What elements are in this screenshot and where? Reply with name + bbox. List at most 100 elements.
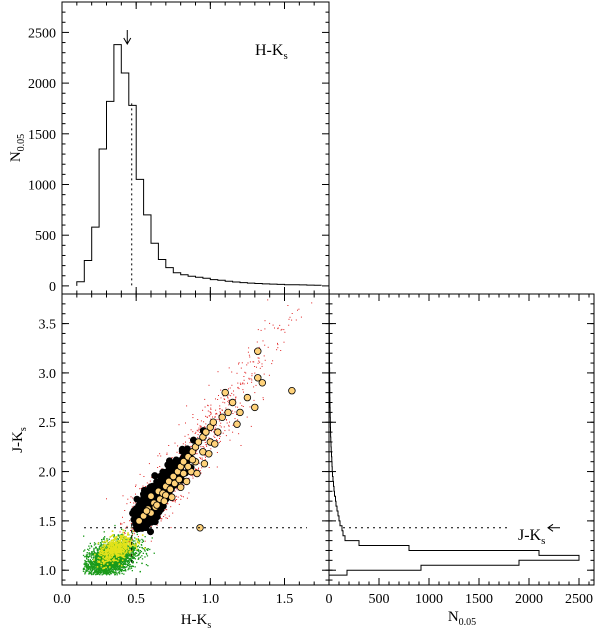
red-point bbox=[277, 347, 279, 349]
dense-point bbox=[102, 562, 105, 565]
red-point bbox=[204, 442, 206, 443]
background-point bbox=[94, 563, 96, 565]
dense-point bbox=[106, 553, 109, 556]
background-point bbox=[125, 563, 127, 566]
background-point bbox=[84, 556, 86, 558]
red-point bbox=[204, 459, 206, 460]
background-point bbox=[105, 547, 107, 550]
background-point bbox=[134, 554, 136, 556]
dense-point bbox=[109, 536, 112, 538]
red-point bbox=[216, 440, 218, 441]
background-point bbox=[83, 568, 86, 570]
background-point bbox=[139, 556, 142, 558]
background-point bbox=[122, 534, 124, 536]
background-point bbox=[89, 562, 91, 564]
red-point bbox=[198, 427, 200, 429]
red-point bbox=[223, 412, 225, 414]
dense-point bbox=[122, 556, 125, 558]
right-histogram bbox=[328, 289, 580, 576]
background-point bbox=[130, 559, 132, 561]
background-point bbox=[144, 556, 146, 558]
red-point bbox=[172, 512, 174, 514]
background-point bbox=[87, 559, 89, 561]
right-histogram-line bbox=[328, 289, 580, 576]
dense-point bbox=[119, 545, 122, 547]
red-point bbox=[247, 362, 249, 364]
background-point bbox=[113, 564, 115, 566]
red-point bbox=[216, 466, 218, 468]
red-point bbox=[215, 409, 217, 411]
background-point bbox=[132, 556, 134, 558]
red-point bbox=[233, 390, 234, 392]
background-point bbox=[88, 560, 90, 562]
dense-point bbox=[110, 541, 113, 544]
background-point bbox=[125, 550, 127, 552]
background-point bbox=[141, 547, 143, 549]
red-point bbox=[207, 410, 209, 412]
red-point bbox=[159, 453, 161, 455]
dense-point bbox=[112, 550, 114, 552]
red-point bbox=[197, 436, 199, 438]
marked-point bbox=[194, 438, 203, 446]
background-point bbox=[104, 536, 106, 538]
background-point bbox=[130, 547, 132, 549]
red-point bbox=[259, 361, 261, 363]
dense-point bbox=[127, 539, 130, 541]
background-point bbox=[99, 564, 101, 566]
red-point bbox=[196, 469, 198, 470]
dense-point bbox=[114, 542, 116, 544]
red-point bbox=[227, 396, 228, 398]
background-point bbox=[87, 563, 90, 565]
background-point bbox=[129, 556, 131, 558]
dense-point bbox=[99, 557, 101, 560]
background-point bbox=[102, 558, 105, 560]
dense-point bbox=[108, 559, 111, 561]
background-point bbox=[91, 546, 93, 548]
dense-point bbox=[105, 556, 107, 558]
background-point bbox=[100, 570, 102, 572]
background-point bbox=[113, 555, 115, 558]
red-point bbox=[234, 411, 236, 413]
red-point bbox=[272, 360, 274, 362]
background-point bbox=[116, 572, 118, 574]
red-point bbox=[195, 450, 197, 452]
background-point bbox=[127, 551, 129, 554]
dense-point bbox=[129, 543, 132, 545]
selected-point bbox=[145, 518, 153, 526]
red-point bbox=[181, 495, 183, 497]
axis-ticks: 0.0 0.5 1.0 1.51.01.52.02.53.03.50500100015… bbox=[28, 2, 594, 607]
background-point bbox=[82, 568, 85, 571]
red-point bbox=[139, 473, 141, 475]
background-point bbox=[124, 549, 126, 551]
dense-point bbox=[109, 566, 111, 568]
dense-point bbox=[124, 542, 126, 545]
background-point bbox=[106, 565, 108, 567]
red-point bbox=[166, 509, 168, 511]
background-point bbox=[136, 546, 139, 548]
marked-point bbox=[221, 388, 229, 397]
red-point bbox=[148, 463, 150, 465]
red-point bbox=[249, 356, 251, 358]
dense-point bbox=[123, 549, 126, 552]
red-point bbox=[289, 316, 291, 318]
background-point bbox=[122, 537, 124, 539]
red-point bbox=[235, 397, 237, 399]
red-point bbox=[232, 431, 234, 433]
marked-point bbox=[160, 497, 168, 505]
background-point bbox=[125, 556, 127, 558]
red-point bbox=[231, 384, 233, 386]
red-point bbox=[122, 516, 123, 518]
background-point bbox=[126, 561, 129, 563]
dense-point bbox=[123, 556, 126, 559]
red-point bbox=[222, 395, 224, 397]
red-point bbox=[280, 350, 282, 351]
red-point bbox=[232, 424, 234, 426]
background-point bbox=[132, 546, 134, 548]
background-point bbox=[110, 562, 112, 565]
background-point bbox=[90, 561, 92, 563]
background-point bbox=[91, 569, 94, 572]
background-point bbox=[121, 528, 123, 530]
background-point bbox=[101, 565, 104, 567]
dense-point bbox=[110, 552, 112, 555]
